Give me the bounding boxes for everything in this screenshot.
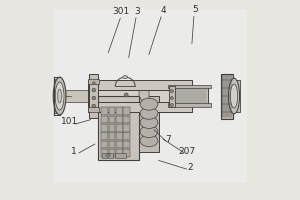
- Ellipse shape: [124, 93, 128, 97]
- Bar: [88, 107, 99, 112]
- Bar: [123, 124, 130, 132]
- Ellipse shape: [170, 89, 173, 93]
- Bar: [170, 87, 208, 104]
- Bar: [109, 124, 115, 132]
- Bar: [101, 107, 108, 115]
- Ellipse shape: [53, 77, 66, 115]
- Bar: [101, 132, 108, 140]
- Bar: [123, 132, 130, 140]
- Bar: [116, 124, 123, 132]
- Bar: [220, 74, 233, 119]
- Bar: [123, 141, 130, 148]
- Bar: [88, 90, 192, 112]
- Bar: [232, 80, 240, 112]
- Ellipse shape: [58, 89, 62, 103]
- Ellipse shape: [92, 104, 96, 108]
- Bar: [116, 116, 123, 123]
- Bar: [109, 149, 115, 157]
- Bar: [98, 96, 139, 160]
- Bar: [109, 116, 115, 123]
- Ellipse shape: [140, 126, 158, 138]
- Bar: [101, 141, 108, 148]
- Ellipse shape: [140, 116, 158, 128]
- Bar: [116, 132, 123, 140]
- Bar: [58, 90, 88, 102]
- Ellipse shape: [123, 76, 128, 79]
- Bar: [53, 9, 247, 183]
- Ellipse shape: [140, 98, 158, 110]
- Ellipse shape: [170, 96, 173, 100]
- Ellipse shape: [106, 154, 110, 157]
- Ellipse shape: [170, 103, 173, 107]
- Bar: [168, 103, 211, 107]
- Text: 5: 5: [192, 5, 198, 14]
- Bar: [54, 79, 59, 113]
- Bar: [109, 107, 115, 115]
- Bar: [123, 149, 130, 157]
- Bar: [101, 124, 108, 132]
- Bar: [115, 153, 126, 158]
- Bar: [168, 85, 211, 88]
- Bar: [89, 74, 98, 118]
- Text: 101: 101: [61, 117, 78, 126]
- Text: 7: 7: [165, 135, 171, 144]
- Ellipse shape: [229, 78, 240, 114]
- Bar: [102, 153, 113, 158]
- Polygon shape: [139, 80, 149, 112]
- Text: 3: 3: [134, 7, 140, 16]
- Bar: [116, 141, 123, 148]
- Text: 301: 301: [112, 7, 130, 16]
- Bar: [116, 107, 123, 115]
- Bar: [109, 132, 115, 140]
- Bar: [116, 149, 123, 157]
- Bar: [101, 116, 108, 123]
- Bar: [109, 141, 115, 148]
- Ellipse shape: [55, 82, 64, 110]
- Text: 4: 4: [160, 6, 166, 15]
- Bar: [88, 102, 192, 112]
- Ellipse shape: [140, 107, 158, 119]
- Ellipse shape: [92, 96, 96, 100]
- Text: 207: 207: [178, 147, 195, 156]
- Bar: [123, 107, 130, 115]
- Bar: [88, 79, 99, 84]
- Bar: [101, 149, 108, 157]
- Bar: [123, 116, 130, 123]
- Ellipse shape: [140, 135, 158, 147]
- Bar: [169, 86, 175, 107]
- Ellipse shape: [92, 82, 95, 85]
- Bar: [88, 80, 192, 90]
- Text: 2: 2: [187, 163, 193, 172]
- Text: 1: 1: [71, 147, 76, 156]
- Bar: [139, 96, 159, 152]
- Ellipse shape: [230, 84, 238, 108]
- Ellipse shape: [92, 88, 96, 92]
